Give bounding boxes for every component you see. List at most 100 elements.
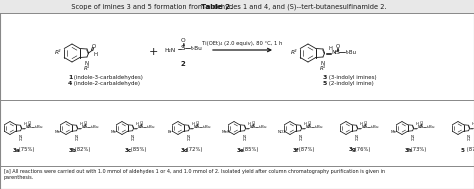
Text: H: H [135,122,138,126]
Text: N: N [243,135,246,139]
Text: H: H [303,122,306,126]
Text: S: S [27,125,31,129]
Text: 3f: 3f [293,147,300,153]
Text: +: + [148,47,158,57]
Bar [0,0,474,13]
Text: N: N [417,125,420,129]
Text: S: S [252,125,255,129]
Text: R¹: R¹ [320,66,326,71]
Text: O: O [181,39,185,43]
Text: O: O [419,121,423,125]
Text: (87%): (87%) [298,147,315,153]
Text: 3: 3 [323,75,328,80]
Text: H: H [19,138,22,142]
Text: N: N [81,125,84,129]
Text: (76%): (76%) [354,147,371,153]
Text: t-Bu: t-Bu [191,46,203,50]
Text: t-Bu: t-Bu [203,125,211,129]
Text: H: H [467,138,470,142]
Text: R¹: R¹ [84,66,90,71]
Text: H: H [411,138,414,142]
Text: Me: Me [55,130,61,134]
Text: 3d: 3d [181,147,189,153]
Text: O: O [83,121,87,125]
Text: Me: Me [111,130,117,134]
Text: 3c: 3c [125,147,132,153]
Text: Ti(OEt)₄ (2.0 equiv), 80 °C, 1 h: Ti(OEt)₄ (2.0 equiv), 80 °C, 1 h [202,41,283,46]
Text: (2-indolyl imine): (2-indolyl imine) [327,81,374,86]
Text: N: N [473,125,474,129]
Text: t-Bu: t-Bu [427,125,435,129]
Text: Br: Br [168,130,173,134]
Text: (85%): (85%) [129,147,147,153]
Text: Scope of imines 3 and 5 formation from aldehydes 1 and 4, and (S)-‑tert-butanesu: Scope of imines 3 and 5 formation from a… [48,4,386,10]
Text: N: N [467,135,470,139]
Text: H: H [471,122,474,126]
Text: N: N [332,50,336,54]
Text: S: S [308,125,311,129]
Text: (indole-3-carbaldehydes): (indole-3-carbaldehydes) [72,75,143,80]
Text: N: N [193,125,196,129]
Text: S: S [364,125,367,129]
Text: (85%): (85%) [241,147,259,153]
Text: [a] All reactions were carried out with 1.0 mmol of aldehydes 1 or 4, and 1.0 mm: [a] All reactions were carried out with … [4,169,385,174]
Text: NO2: NO2 [278,130,286,134]
Text: N: N [25,125,28,129]
Text: (3-indolyl imines): (3-indolyl imines) [327,75,377,80]
Text: N: N [299,135,302,139]
Text: N: N [85,61,89,66]
Text: Table 2.: Table 2. [201,4,233,10]
Text: 5: 5 [323,81,328,86]
Text: H: H [247,122,250,126]
Text: t-Bu: t-Bu [346,50,356,54]
Text: H: H [23,122,26,126]
Text: 3a: 3a [13,147,21,153]
Text: H: H [75,138,78,142]
Text: O: O [252,121,255,125]
Text: t-Bu: t-Bu [371,125,379,129]
Text: O: O [196,121,199,125]
Text: O: O [336,43,340,49]
Text: H: H [93,51,98,57]
Text: (72%): (72%) [185,147,203,153]
Text: N: N [361,125,365,129]
Text: (75%): (75%) [18,147,35,153]
Text: N: N [305,125,309,129]
Text: H: H [359,122,362,126]
Text: H₂N: H₂N [165,47,176,53]
Text: parenthesis.: parenthesis. [4,174,34,180]
Text: O: O [139,121,143,125]
Text: S: S [196,125,199,129]
Text: 1: 1 [68,75,73,80]
Text: H: H [79,122,82,126]
Text: H: H [299,138,302,142]
Text: t-Bu: t-Bu [259,125,267,129]
Text: O: O [91,44,96,50]
Text: (indole-2-carbaldehyde): (indole-2-carbaldehyde) [72,81,140,86]
Text: (82%): (82%) [73,147,91,153]
Text: (87%): (87%) [465,147,474,153]
Text: N: N [411,135,414,139]
Text: O: O [27,121,31,125]
Text: N: N [355,135,358,139]
Text: N: N [187,135,190,139]
Text: N: N [137,125,140,129]
Text: O: O [308,121,311,125]
Text: 3b: 3b [69,147,77,153]
Text: N: N [249,125,253,129]
Text: 3g: 3g [349,147,357,153]
Text: S: S [419,125,423,129]
Text: t-Bu: t-Bu [35,125,43,129]
Text: 4: 4 [68,81,73,86]
Text: S: S [140,125,143,129]
Text: t-Bu: t-Bu [91,125,99,129]
Text: H: H [191,122,194,126]
Text: Me: Me [391,130,397,134]
Text: t-Bu: t-Bu [315,125,323,129]
Text: S: S [336,50,339,54]
Text: 3e: 3e [237,147,245,153]
Text: H: H [328,46,333,50]
Text: H: H [415,122,418,126]
Text: N: N [131,135,134,139]
Text: H: H [243,138,246,142]
